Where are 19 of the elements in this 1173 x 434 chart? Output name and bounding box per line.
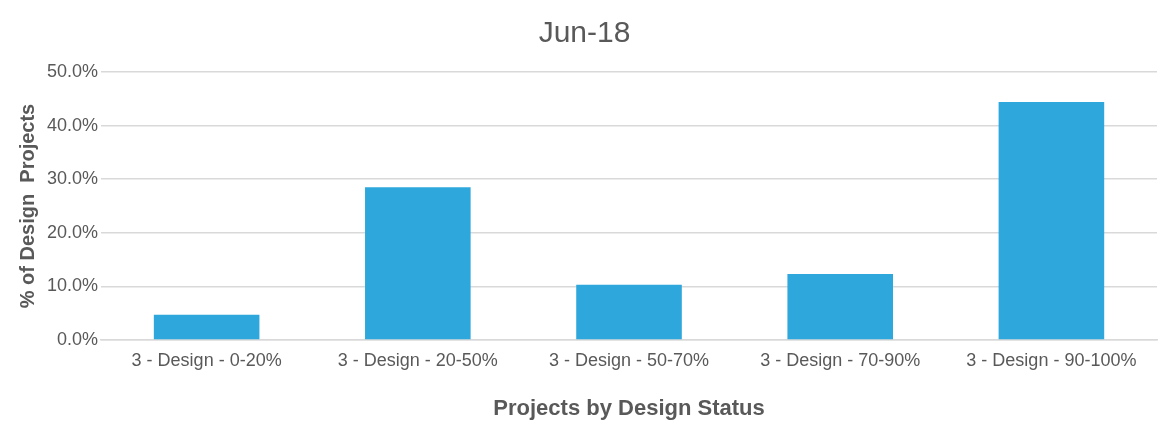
x-tick-label: 3 - Design - 50-70% bbox=[548, 349, 710, 370]
y-tick-label: 20.0% bbox=[46, 221, 99, 242]
x-tick-label: 3 - Design - 90-100% bbox=[966, 349, 1137, 370]
chart-title: Jun-18 bbox=[538, 15, 631, 49]
y-tick-label: 0.0% bbox=[57, 328, 99, 349]
y-tick-label: 40.0% bbox=[46, 114, 99, 135]
y-tick-label: 10.0% bbox=[46, 275, 99, 296]
y-axis-title: % of Design Projects bbox=[15, 103, 38, 309]
bar bbox=[153, 314, 260, 340]
x-tick-label: 3 - Design - 20-50% bbox=[337, 349, 498, 370]
bar bbox=[576, 284, 682, 340]
y-tick-label: 30.0% bbox=[46, 168, 99, 189]
y-tick-label: 50.0% bbox=[46, 60, 99, 81]
bar bbox=[998, 102, 1105, 340]
bar bbox=[787, 274, 894, 340]
x-tick-label: 3 - Design - 0-20% bbox=[131, 349, 282, 370]
x-tick-label: 3 - Design - 70-90% bbox=[760, 349, 921, 370]
bar bbox=[365, 187, 471, 340]
x-axis-title: Projects by Design Status bbox=[493, 394, 765, 420]
